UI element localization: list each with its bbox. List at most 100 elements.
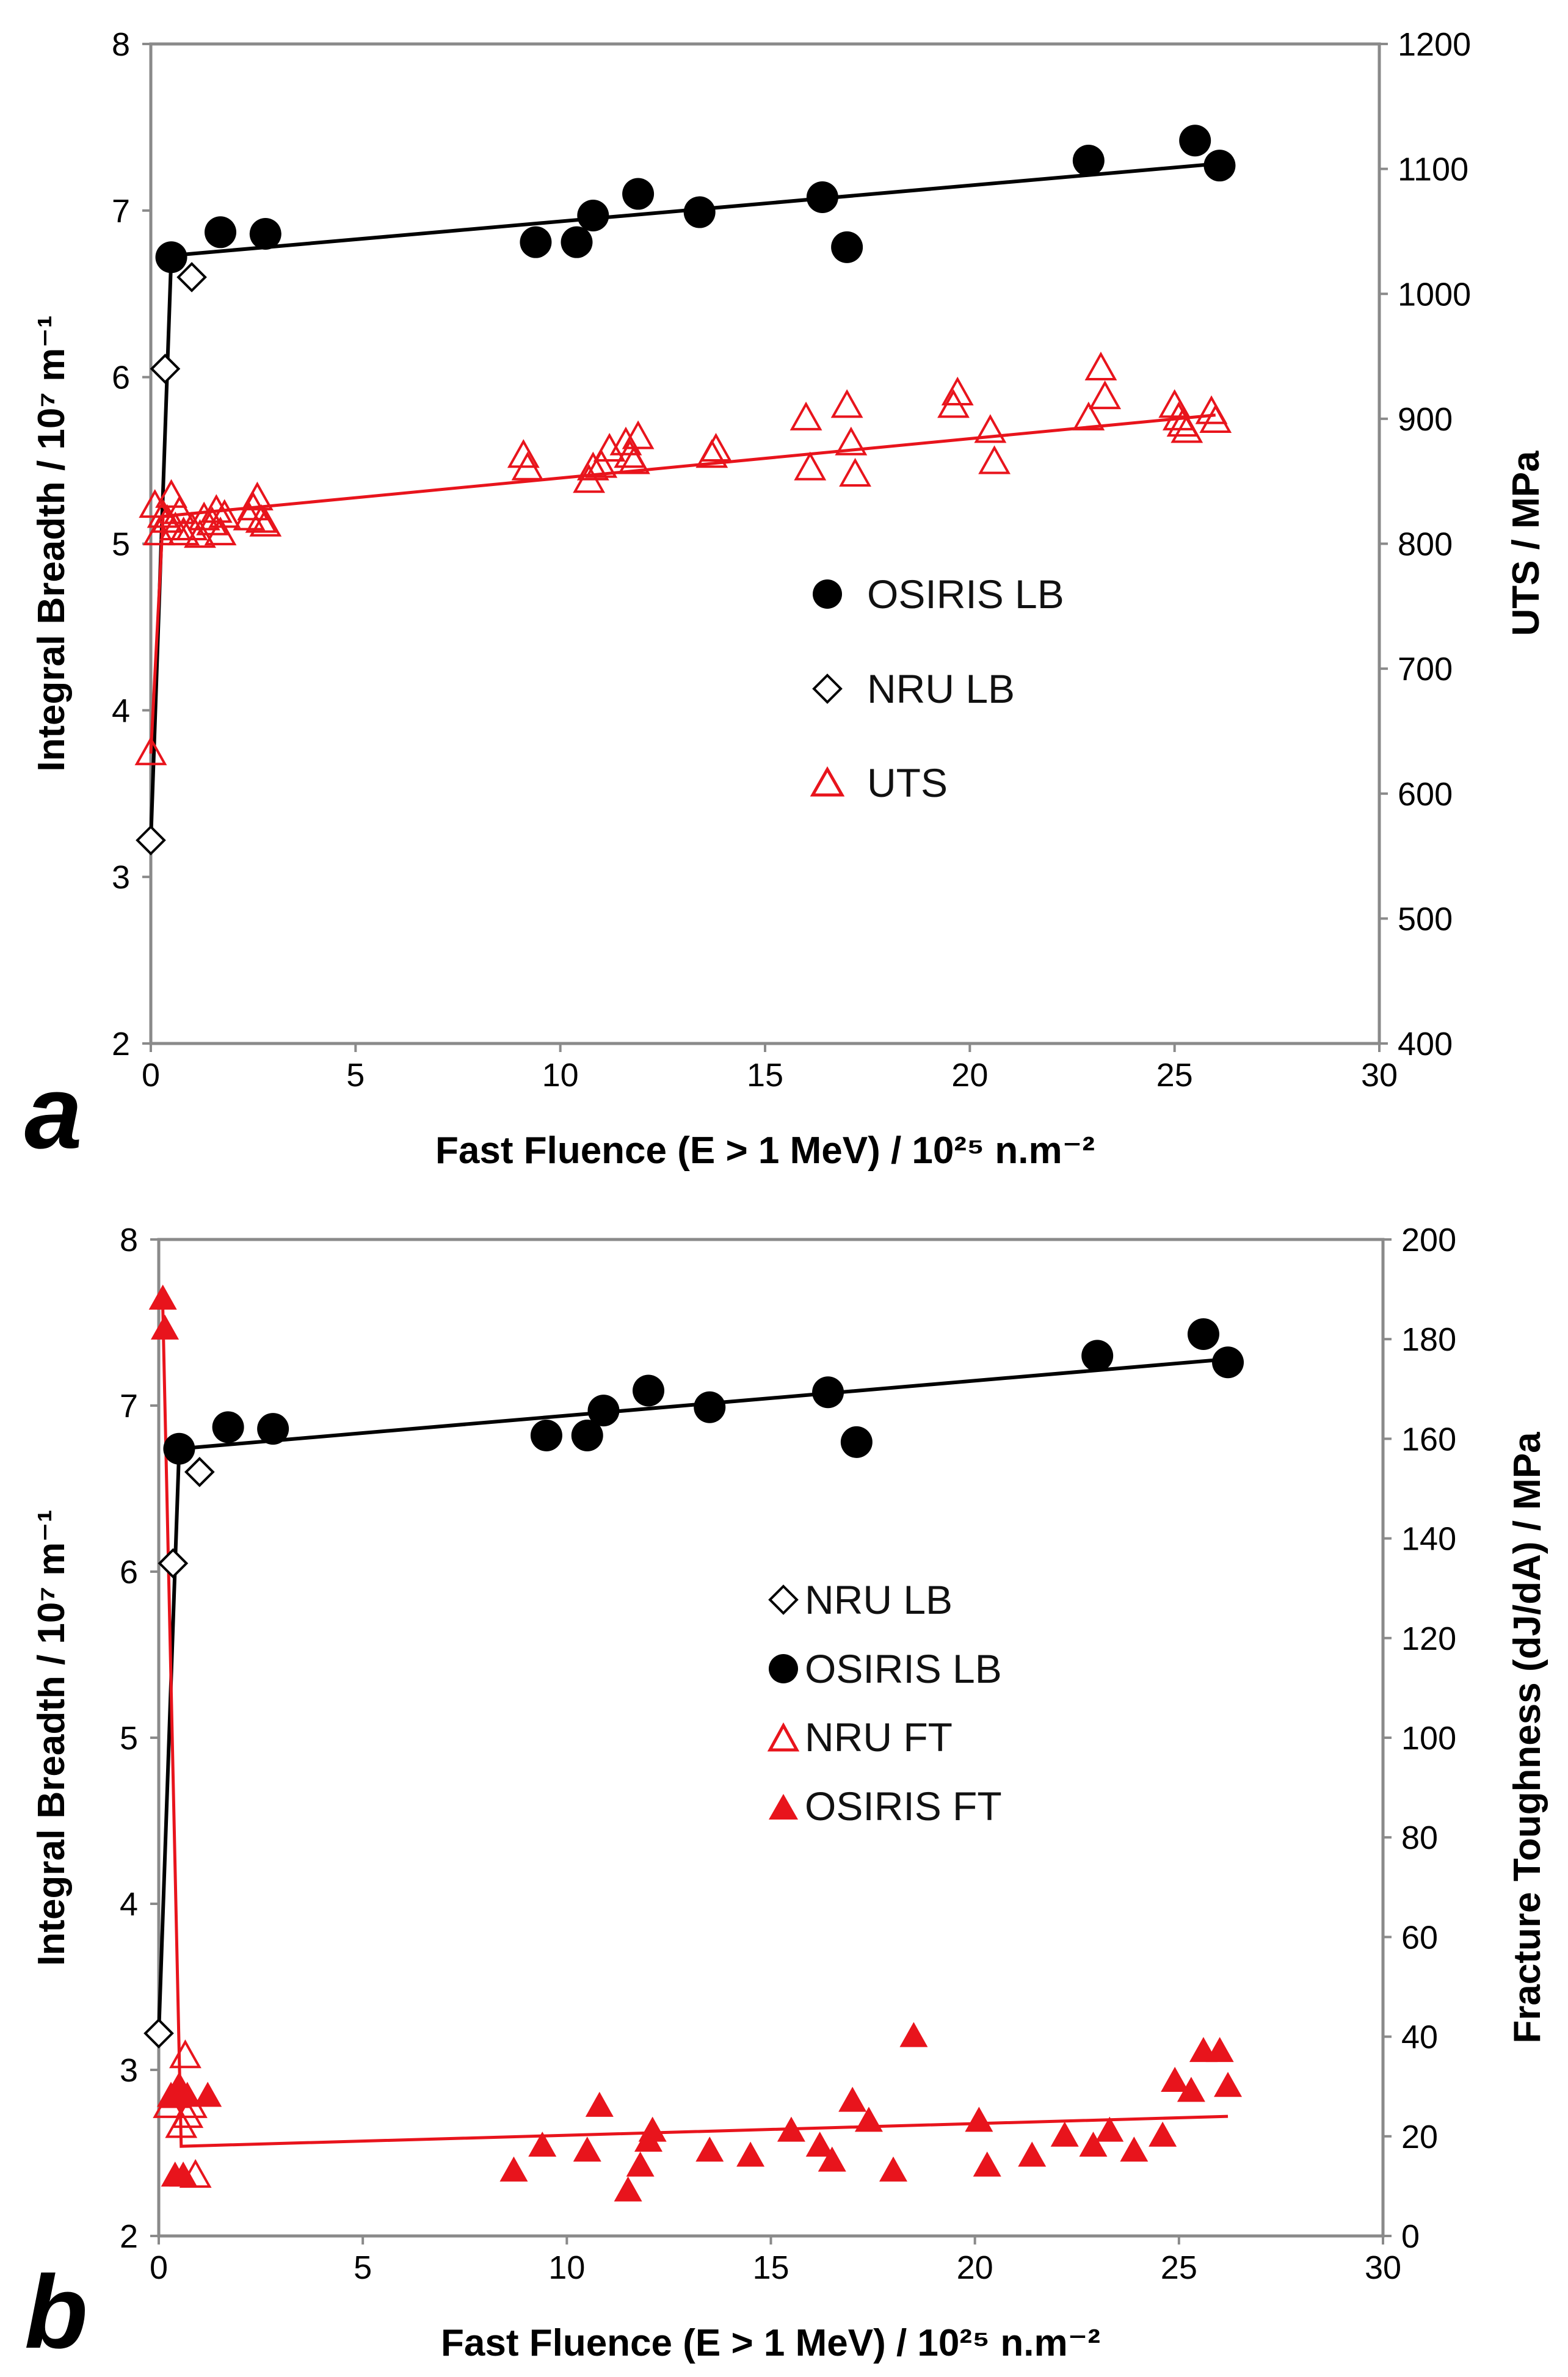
data-point bbox=[974, 414, 1007, 443]
y2-tick-label: 200 bbox=[1401, 1222, 1456, 1258]
data-point bbox=[1072, 144, 1105, 176]
data-point bbox=[134, 736, 167, 766]
data-point bbox=[854, 2107, 883, 2132]
y-tick-label: 8 bbox=[112, 26, 130, 63]
data-point bbox=[622, 178, 655, 210]
data-point bbox=[978, 445, 1011, 474]
legend-label: NRU LB bbox=[867, 666, 1015, 711]
legend: OSIRIS LB NRU LB UTS bbox=[810, 572, 1064, 805]
y2-tick-label: 100 bbox=[1401, 1720, 1456, 1757]
data-point bbox=[511, 451, 544, 481]
data-point bbox=[150, 354, 181, 384]
data-point bbox=[136, 825, 166, 855]
data-marks bbox=[143, 1284, 1244, 2202]
data-point bbox=[1212, 1346, 1244, 1379]
data-point bbox=[1199, 404, 1232, 433]
data-point bbox=[1205, 2037, 1234, 2063]
data-point bbox=[1214, 2072, 1243, 2097]
y-tick-label: 8 bbox=[120, 1222, 138, 1258]
y2-tick-label: 1200 bbox=[1398, 26, 1471, 63]
y-tick-label: 5 bbox=[112, 526, 130, 563]
data-point bbox=[879, 2156, 907, 2182]
legend-marker-osiris-lb bbox=[769, 1654, 798, 1683]
y-axis-title: Integral Breadth / 10⁷ m⁻¹ bbox=[31, 1509, 73, 1965]
legend-marker-nru-lb bbox=[768, 1584, 799, 1615]
data-point bbox=[1089, 380, 1122, 410]
data-point bbox=[965, 2107, 993, 2132]
data-point bbox=[249, 218, 281, 250]
legend-label: UTS bbox=[867, 760, 948, 805]
legend-label: NRU LB bbox=[805, 1577, 953, 1622]
data-point bbox=[499, 2156, 528, 2182]
data-point bbox=[806, 181, 838, 214]
data-point bbox=[167, 517, 200, 546]
y2-tick-label: 160 bbox=[1401, 1421, 1456, 1457]
x-tick-label: 5 bbox=[346, 1057, 365, 1094]
legend: NRU LB OSIRIS LB NRU FT OSIRIS FT bbox=[767, 1577, 1002, 1829]
data-point bbox=[1081, 1340, 1114, 1372]
chart-panel-b: 0 5 10 15 20 25 302345678020406080100120140160… bbox=[24, 1222, 1548, 2370]
data-point bbox=[683, 196, 716, 228]
data-point bbox=[831, 231, 863, 263]
y-tick-label: 7 bbox=[112, 193, 130, 230]
x-tick-label: 20 bbox=[957, 2249, 993, 2286]
y2-tick-label: 500 bbox=[1398, 901, 1453, 937]
data-point bbox=[169, 2161, 198, 2187]
legend-marker-osiris-lb bbox=[813, 579, 842, 609]
data-point bbox=[695, 2136, 724, 2162]
legend-marker-uts bbox=[810, 766, 845, 797]
x-tick-label: 10 bbox=[548, 2249, 585, 2286]
data-point bbox=[838, 2086, 867, 2112]
data-point bbox=[789, 401, 822, 430]
data-point bbox=[835, 426, 868, 455]
data-point bbox=[1161, 2067, 1189, 2092]
y2-tick-label: 1100 bbox=[1398, 151, 1468, 188]
data-point bbox=[245, 504, 278, 533]
legend-marker-nru-lb bbox=[812, 673, 843, 704]
data-point bbox=[249, 507, 282, 537]
y2-tick-label: 20 bbox=[1401, 2119, 1438, 2155]
data-point bbox=[1079, 2132, 1108, 2157]
data-point bbox=[176, 262, 207, 292]
data-point bbox=[528, 2132, 557, 2157]
x-tick-label: 15 bbox=[752, 2249, 789, 2286]
data-point bbox=[208, 499, 241, 528]
data-point bbox=[200, 494, 233, 523]
data-point bbox=[622, 420, 655, 449]
data-point bbox=[839, 457, 871, 487]
data-point bbox=[1050, 2121, 1079, 2147]
data-point bbox=[794, 451, 827, 481]
data-point bbox=[212, 1411, 244, 1443]
data-point bbox=[163, 1432, 195, 1465]
data-point bbox=[257, 1413, 289, 1445]
x-tick-label: 15 bbox=[747, 1057, 783, 1094]
y2-tick-label: 40 bbox=[1401, 2019, 1438, 2056]
y-tick-label: 6 bbox=[120, 1554, 138, 1591]
x-tick-label: 20 bbox=[951, 1057, 988, 1094]
legend-label: OSIRIS FT bbox=[805, 1784, 1002, 1829]
data-point bbox=[184, 1456, 215, 1487]
data-point bbox=[1095, 2116, 1124, 2142]
data-point bbox=[609, 426, 642, 455]
x-tick-label: 0 bbox=[142, 1057, 160, 1094]
data-point bbox=[241, 481, 274, 510]
data-point bbox=[1171, 414, 1203, 443]
x-tick-label: 25 bbox=[1161, 2249, 1197, 2286]
data-point bbox=[840, 1426, 873, 1458]
data-point bbox=[530, 1419, 562, 1451]
y2-axis-title: Fracture Toughness (dJ/dA) / MPa bbox=[1506, 1432, 1548, 2044]
x-axis-title: Fast Fluence (E > 1 MeV) / 10²⁵ n.m⁻² bbox=[441, 2322, 1100, 2364]
y2-tick-label: 0 bbox=[1401, 2218, 1420, 2255]
data-point bbox=[155, 479, 187, 508]
y2-axis-title: UTS / MPa bbox=[1505, 451, 1547, 636]
x-tick-label: 25 bbox=[1156, 1057, 1193, 1094]
y-tick-label: 5 bbox=[120, 1720, 138, 1757]
x-tick-label: 30 bbox=[1365, 2249, 1401, 2286]
y-tick-label: 7 bbox=[120, 1388, 138, 1424]
data-point bbox=[175, 511, 208, 540]
y2-tick-label: 80 bbox=[1401, 1820, 1438, 1856]
data-point bbox=[576, 451, 609, 481]
y2-tick-label: 60 bbox=[1401, 1919, 1438, 1956]
y2-tick-label: 180 bbox=[1401, 1321, 1456, 1358]
y-tick-label: 2 bbox=[120, 2218, 138, 2255]
